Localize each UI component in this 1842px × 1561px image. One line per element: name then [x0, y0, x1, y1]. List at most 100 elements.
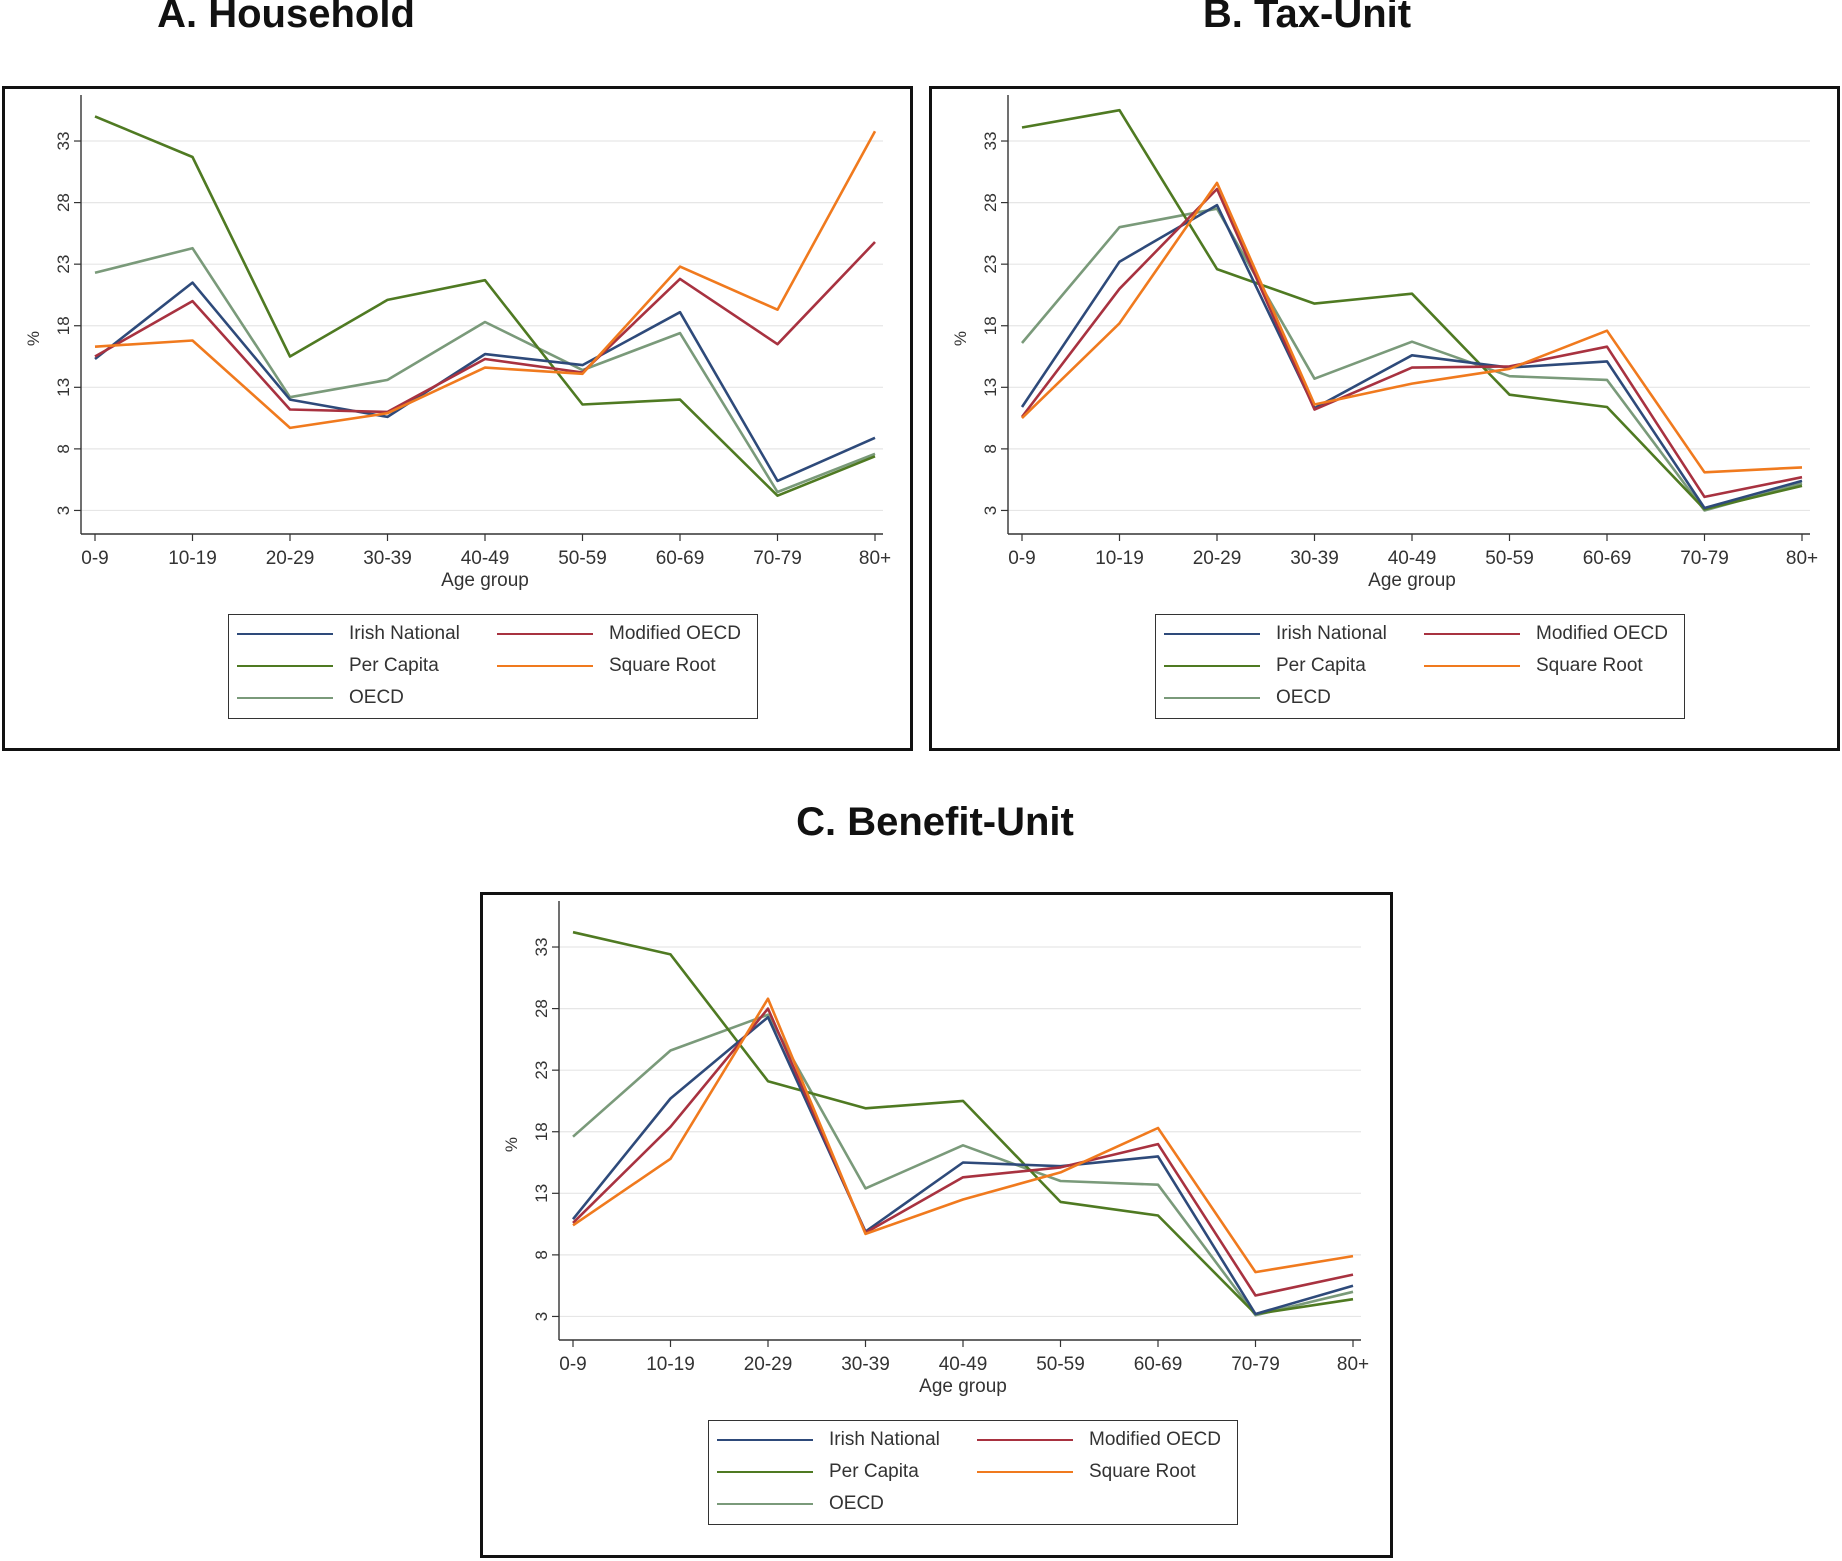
legend-item-oecd: OECD — [1164, 685, 1331, 711]
series-line-oecd — [94, 246, 876, 494]
x-tick-label: 80+ — [859, 548, 891, 569]
legend-swatch — [717, 1503, 813, 1505]
legend-label: Modified OECD — [1536, 623, 1668, 644]
panel-a-title: A. Household — [157, 0, 415, 36]
y-tick-label: 8 — [54, 444, 73, 453]
x-tick-label: 20-29 — [1193, 548, 1242, 569]
series-line-modified-oecd — [1020, 187, 1803, 499]
legend-swatch — [1164, 697, 1260, 699]
y-tick-label: 18 — [532, 1122, 551, 1141]
series-line-oecd — [1021, 207, 1803, 512]
legend-item-irish-national: Irish National — [237, 621, 460, 647]
legend-item-oecd: OECD — [717, 1491, 884, 1517]
x-axis-title: Age group — [1368, 570, 1456, 591]
x-tick-label: 10-19 — [646, 1354, 695, 1375]
x-tick-label: 50-59 — [1485, 548, 1534, 569]
panel-b-chart: 3 8 13 18 23 28 33 0-9 10-19 20-29 30-39 40-49 50-59… — [951, 95, 1818, 591]
y-tick-label: 28 — [981, 193, 1000, 212]
x-tick-label: 60-69 — [656, 548, 705, 569]
legend-item-square-root: Square Root — [977, 1459, 1196, 1485]
legend-label: Irish National — [349, 623, 460, 644]
x-tick-label: 70-79 — [1231, 1354, 1280, 1375]
y-axis-title: % — [24, 331, 43, 346]
legend-swatch — [1164, 633, 1260, 635]
panel-c-chart: 3 8 13 18 23 28 33 0-9 10-19 20-29 30-39 40-49 50-59… — [502, 901, 1369, 1397]
series-line-square-root — [1021, 181, 1803, 474]
x-tick-label: 20-29 — [266, 548, 315, 569]
x-tick-label: 40-49 — [1388, 548, 1437, 569]
series-line-irish-national — [1020, 203, 1803, 510]
y-tick-label: 28 — [54, 193, 73, 212]
y-tick-label: 23 — [981, 255, 1000, 274]
legend-swatch — [717, 1471, 813, 1473]
legend-label: Irish National — [1276, 623, 1387, 644]
legend-swatch — [977, 1471, 1073, 1473]
series-line-per-capita — [1021, 108, 1803, 511]
y-axis-title: % — [951, 331, 970, 346]
panel-a-legend: Irish National Modified OECD Per Capita Squ… — [228, 614, 758, 719]
y-tick-label: 23 — [532, 1061, 551, 1080]
x-tick-label: 40-49 — [939, 1354, 988, 1375]
panel-c-legend: Irish National Modified OECD Per Capita Squ… — [708, 1420, 1238, 1525]
series-line-irish-national — [94, 281, 876, 483]
x-tick-label: 80+ — [1786, 548, 1818, 569]
legend-item-irish-national: Irish National — [1164, 621, 1387, 647]
legend-item-modified-oecd: Modified OECD — [497, 621, 741, 647]
legend-item-irish-national: Irish National — [717, 1427, 940, 1453]
legend-item-per-capita: Per Capita — [717, 1459, 919, 1485]
legend-label: Per Capita — [1276, 655, 1366, 676]
panel-a-chart: 3 8 13 18 23 28 33 0-9 10-19 20-29 30-39 40-49 50-59… — [24, 95, 891, 591]
series-line-modified-oecd — [94, 241, 876, 414]
y-tick-label: 13 — [54, 378, 73, 397]
x-tick-label: 60-69 — [1134, 1354, 1183, 1375]
legend-label: OECD — [829, 1493, 884, 1514]
legend-item-square-root: Square Root — [497, 653, 716, 679]
series-line-per-capita — [572, 930, 1354, 1316]
legend-swatch — [1424, 665, 1520, 667]
y-tick-label: 3 — [54, 506, 73, 515]
x-tick-label: 60-69 — [1583, 548, 1632, 569]
x-tick-label: 30-39 — [363, 548, 412, 569]
legend-item-oecd: OECD — [237, 685, 404, 711]
y-tick-label: 3 — [981, 506, 1000, 515]
y-tick-label: 8 — [532, 1250, 551, 1259]
legend-swatch — [497, 633, 593, 635]
y-tick-label: 13 — [981, 378, 1000, 397]
series-line-per-capita — [94, 115, 876, 498]
series-line-square-root — [94, 130, 877, 430]
y-tick-label: 8 — [981, 444, 1000, 453]
x-axis-title: Age group — [919, 1376, 1007, 1397]
legend-swatch — [497, 665, 593, 667]
x-tick-label: 40-49 — [461, 548, 510, 569]
legend-swatch — [977, 1439, 1073, 1441]
y-tick-label: 3 — [532, 1312, 551, 1321]
legend-label: Modified OECD — [1089, 1429, 1221, 1450]
y-tick-label: 33 — [532, 938, 551, 957]
legend-swatch — [237, 665, 333, 667]
y-tick-label: 23 — [54, 255, 73, 274]
x-tick-label: 10-19 — [1095, 548, 1144, 569]
legend-swatch — [1424, 633, 1520, 635]
panel-c: 3 8 13 18 23 28 33 0-9 10-19 20-29 30-39 40-49 50-59… — [480, 892, 1393, 1558]
x-tick-label: 70-79 — [753, 548, 802, 569]
panel-c-title: C. Benefit-Unit — [796, 800, 1074, 844]
series-line-oecd — [572, 1013, 1354, 1317]
x-tick-label: 0-9 — [559, 1354, 586, 1375]
panel-b: 3 8 13 18 23 28 33 0-9 10-19 20-29 30-39 40-49 50-59… — [929, 86, 1840, 751]
x-tick-label: 10-19 — [168, 548, 217, 569]
series-line-modified-oecd — [572, 1007, 1354, 1297]
legend-item-modified-oecd: Modified OECD — [977, 1427, 1221, 1453]
legend-swatch — [717, 1439, 813, 1441]
series-line-irish-national — [571, 1015, 1354, 1316]
legend-label: Square Root — [1536, 655, 1643, 676]
legend-label: Irish National — [829, 1429, 940, 1450]
y-tick-label: 33 — [54, 132, 73, 151]
x-tick-label: 50-59 — [1036, 1354, 1085, 1375]
x-tick-label: 30-39 — [1290, 548, 1339, 569]
panel-b-title: B. Tax-Unit — [1202, 0, 1412, 36]
x-tick-label: 50-59 — [558, 548, 607, 569]
legend-swatch — [237, 633, 333, 635]
x-tick-label: 30-39 — [841, 1354, 890, 1375]
legend-label: Per Capita — [829, 1461, 919, 1482]
legend-swatch — [237, 697, 333, 699]
